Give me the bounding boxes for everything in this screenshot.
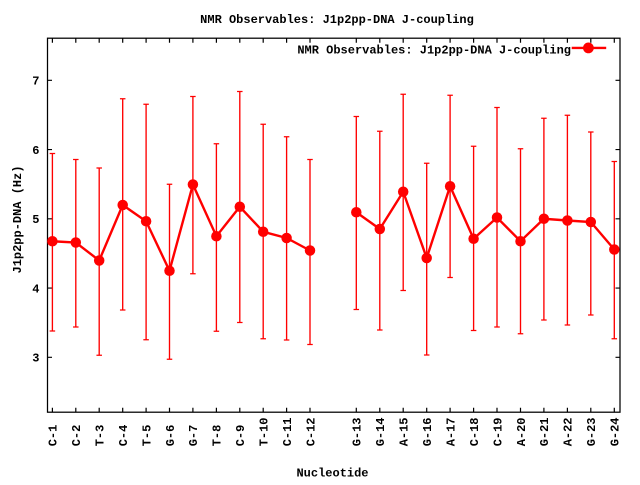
svg-text:C-1: C-1 <box>47 425 61 447</box>
svg-text:G-13: G-13 <box>351 417 365 446</box>
svg-text:C-18: C-18 <box>468 417 482 446</box>
svg-text:C-12: C-12 <box>304 417 318 446</box>
svg-text:G-23: G-23 <box>585 417 599 446</box>
svg-text:Nucleotide: Nucleotide <box>296 467 368 481</box>
svg-text:6: 6 <box>32 144 39 158</box>
svg-text:T-8: T-8 <box>211 425 225 447</box>
svg-text:C-2: C-2 <box>70 425 84 447</box>
svg-text:NMR Observables: J1p2pp-DNA J-: NMR Observables: J1p2pp-DNA J-coupling <box>200 13 474 27</box>
svg-text:T-5: T-5 <box>140 425 154 447</box>
svg-text:J1p2pp-DNA (Hz): J1p2pp-DNA (Hz) <box>11 165 25 273</box>
svg-text:7: 7 <box>32 75 39 89</box>
svg-text:A-15: A-15 <box>398 417 412 446</box>
svg-text:3: 3 <box>32 352 39 366</box>
svg-text:C-4: C-4 <box>117 425 131 447</box>
svg-text:C-19: C-19 <box>491 417 505 446</box>
svg-text:G-14: G-14 <box>374 417 388 446</box>
svg-text:T-10: T-10 <box>258 417 272 446</box>
svg-text:T-3: T-3 <box>94 425 108 447</box>
svg-text:G-16: G-16 <box>421 417 435 446</box>
svg-text:G-21: G-21 <box>538 417 552 446</box>
svg-text:C-9: C-9 <box>234 425 248 447</box>
svg-text:5: 5 <box>32 213 39 227</box>
svg-text:A-22: A-22 <box>562 417 576 446</box>
svg-text:G-24: G-24 <box>609 417 623 446</box>
svg-text:4: 4 <box>32 282 39 296</box>
svg-text:C-11: C-11 <box>281 417 295 446</box>
svg-text:A-17: A-17 <box>444 417 458 446</box>
svg-text:A-20: A-20 <box>515 417 529 446</box>
svg-text:G-6: G-6 <box>164 425 178 447</box>
svg-text:NMR Observables: J1p2pp-DNA J-: NMR Observables: J1p2pp-DNA J-coupling <box>297 43 571 57</box>
svg-text:G-7: G-7 <box>187 425 201 447</box>
